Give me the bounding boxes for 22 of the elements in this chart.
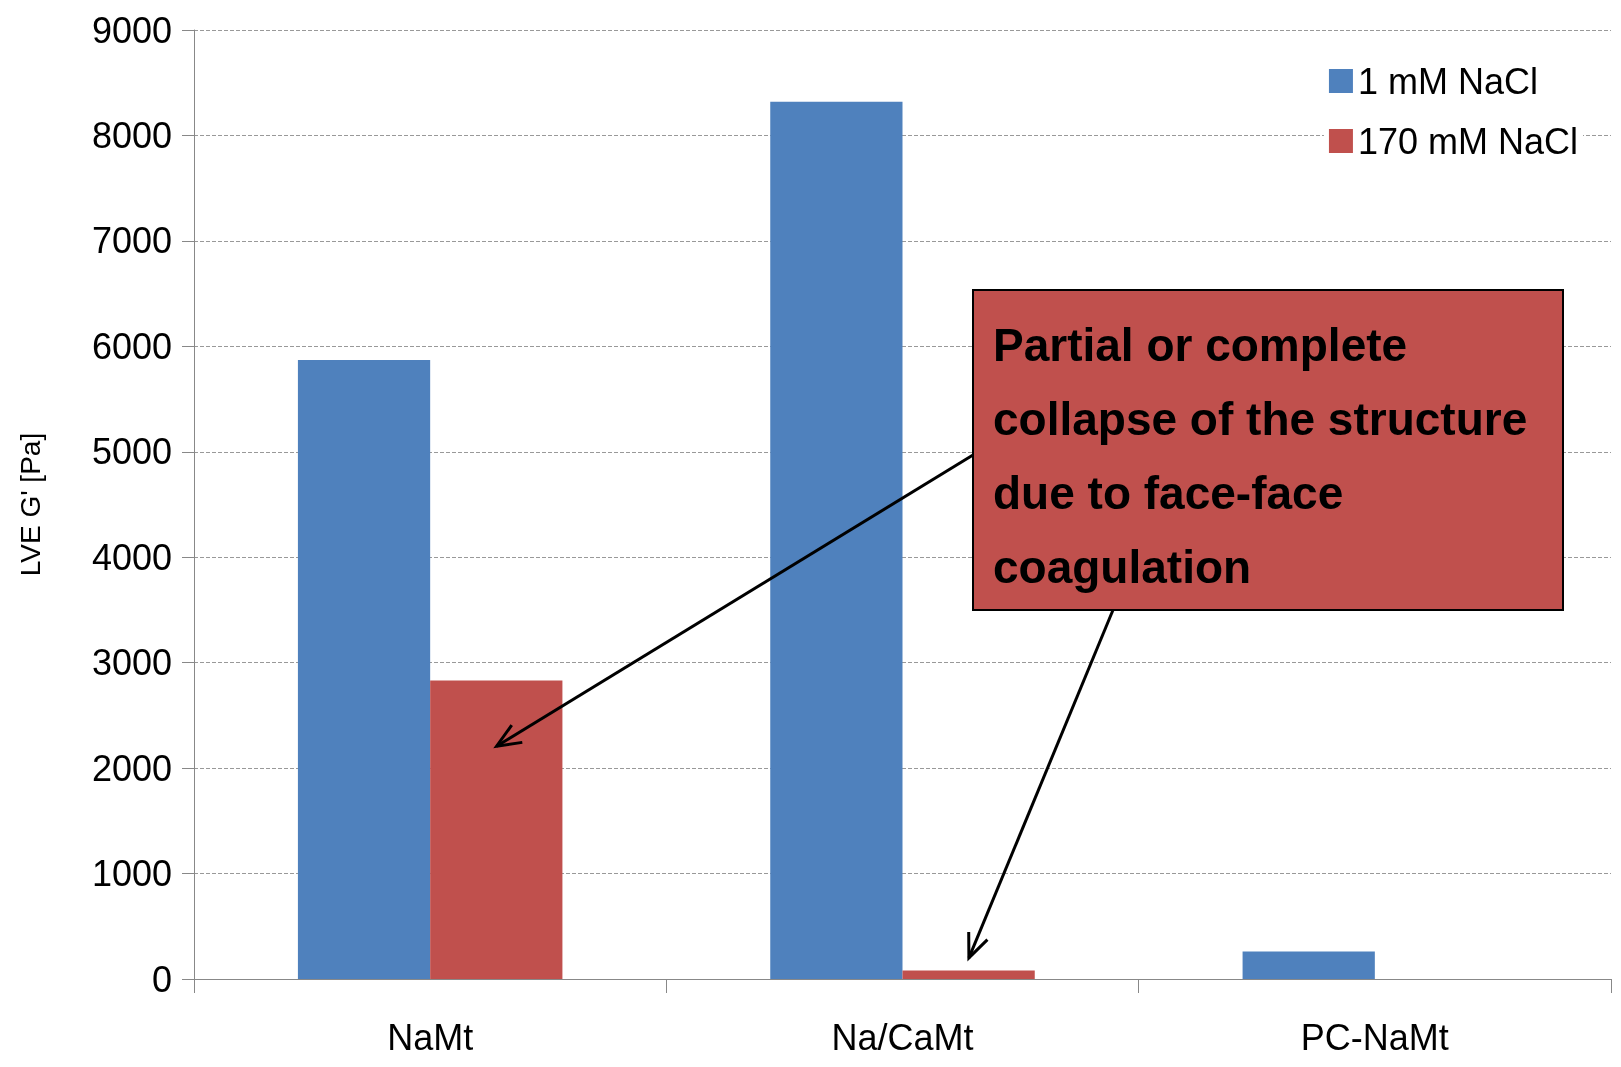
legend-label: 1 mM NaCl (1357, 60, 1538, 102)
y-tick-label: 2000 (91, 747, 172, 789)
y-tick-label: 7000 (91, 220, 172, 262)
y-tick-label: 5000 (91, 431, 172, 473)
bar (1242, 951, 1375, 979)
bar (430, 680, 563, 979)
y-axis-title: LVE G' [Pa] (14, 432, 46, 577)
x-tick-label: PC-NaMt (1300, 1016, 1449, 1058)
y-tick-label: 8000 (91, 114, 172, 156)
x-tick-label: NaMt (387, 1016, 474, 1058)
legend-label: 170 mM NaCl (1357, 120, 1578, 162)
bar (297, 360, 431, 979)
bar (902, 970, 1035, 979)
y-tick-label: 6000 (91, 325, 172, 367)
y-tick-label: 4000 (91, 536, 172, 578)
y-tick-label: 9000 (91, 9, 172, 51)
bar (770, 101, 903, 979)
annotation: Partial or complete collapse of the structure due to face-face coagulation (993, 319, 1541, 593)
y-tick-label: 3000 (91, 642, 172, 684)
y-tick-label: 0 (151, 958, 172, 1000)
x-tick-label: Na/CaMt (831, 1016, 974, 1058)
y-tick-label: 1000 (91, 853, 172, 895)
